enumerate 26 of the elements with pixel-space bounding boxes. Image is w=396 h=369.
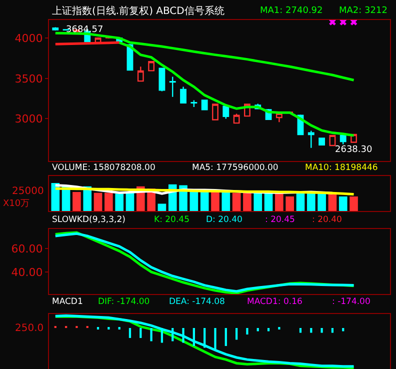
text: 250.0 [15,323,44,334]
text: : -174.00 [332,297,370,307]
y-tick-label: 40.00 [11,266,43,279]
annotation: 3684.57 [66,25,104,35]
chart-title: 上证指数(日线.前复权) ABCD信号系统 [52,5,224,17]
text: MACD1 [52,297,83,307]
text: SLOWKD(9,3,3,2) [52,215,126,225]
text: : 20.45 [265,215,295,225]
text: MACD1: 0.16 [247,297,302,307]
text: MA5: 177596000.00 [192,163,278,173]
text: K: 20.45 [154,215,190,225]
y-tick-label: 4000 [14,32,43,45]
y-tick-label: 3000 [14,112,43,126]
text: DEA: -174.08 [169,297,225,307]
text: : 20.40 [312,215,342,225]
text: MA10: 18198446 [305,163,378,173]
text: X10万 [3,199,30,209]
text: D: 20.40 [206,215,242,225]
y-tick-label: 3500 [14,72,43,86]
text: MA1: 2740.92 [260,6,323,16]
text: 25000 [12,186,44,197]
y-tick-label: 60.00 [11,242,43,256]
text: MA2: 3212 [339,6,388,16]
annotation: 2638.30 [335,145,372,155]
text: DIF: -174.00 [98,297,150,307]
text: VOLUME: 158078208.00 [52,163,156,173]
